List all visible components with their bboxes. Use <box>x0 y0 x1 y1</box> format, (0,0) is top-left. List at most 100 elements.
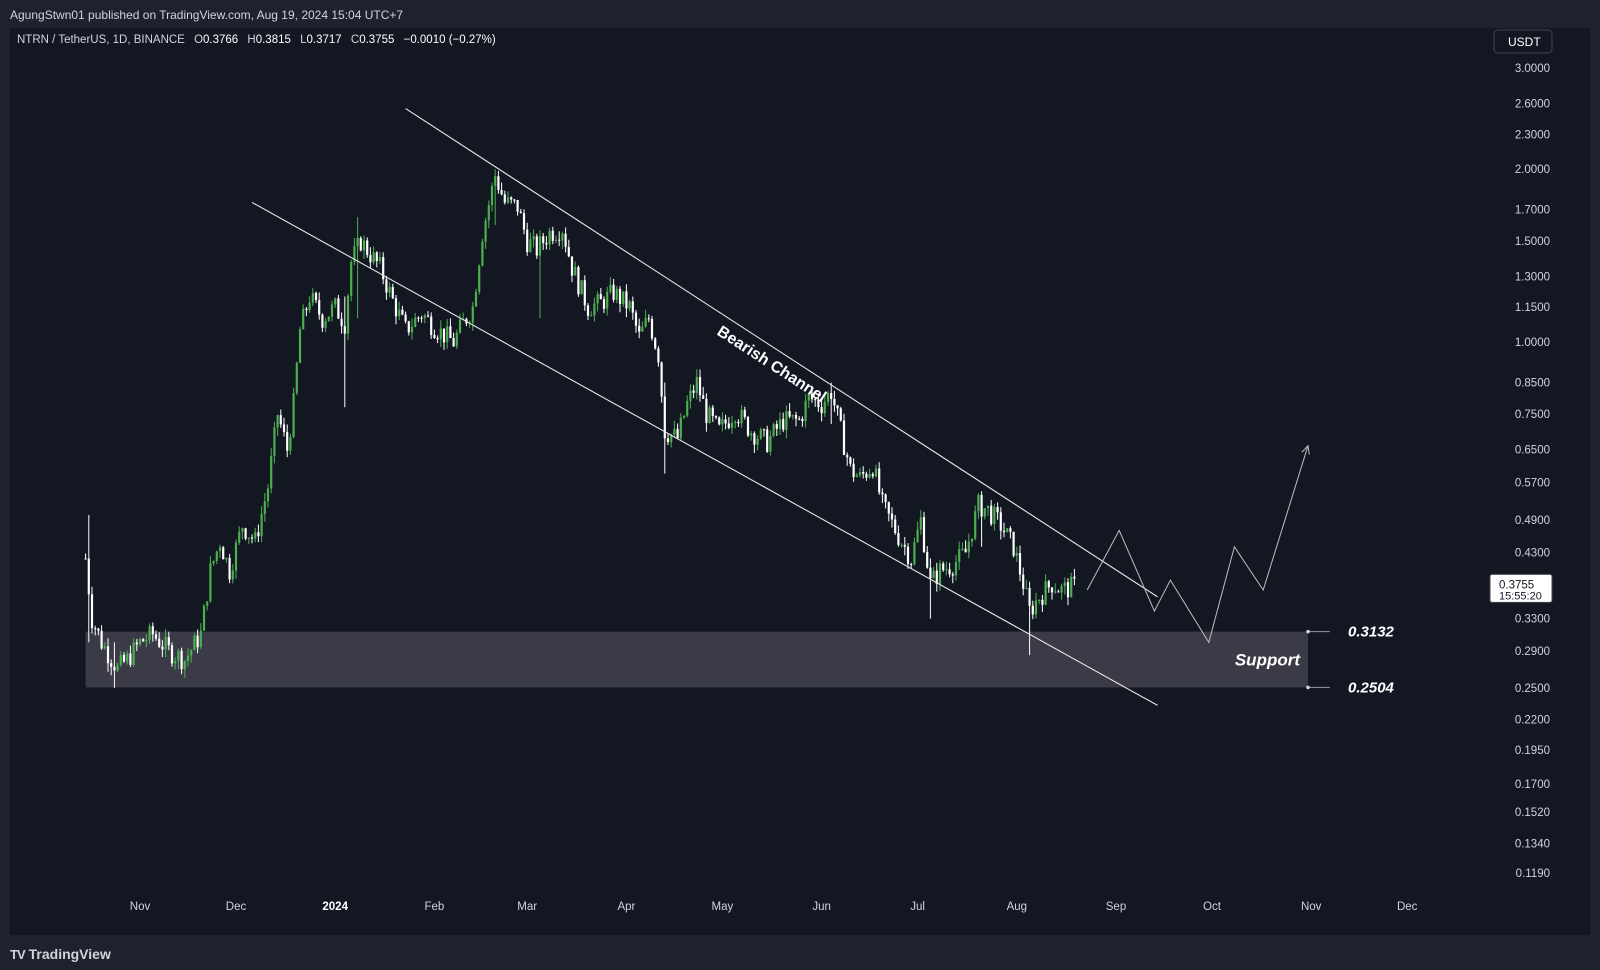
candle-body <box>711 407 714 417</box>
candle-body <box>497 176 500 191</box>
candle-body <box>1022 574 1025 589</box>
candle-body <box>436 338 439 340</box>
low-label: L <box>300 34 307 46</box>
candle-body <box>330 304 334 317</box>
candle-body <box>206 601 209 606</box>
candle-body <box>942 563 945 570</box>
candle-body <box>980 494 983 517</box>
candle-body <box>340 318 343 327</box>
x-tick-label: Jun <box>812 901 831 913</box>
candle-body <box>958 548 961 562</box>
candle-body <box>695 376 698 394</box>
candle-body <box>801 418 804 422</box>
candle-body <box>567 246 570 257</box>
candle-body <box>414 317 417 327</box>
candle-body <box>583 280 586 306</box>
currency-button[interactable]: USDT <box>1493 29 1553 54</box>
candle-body <box>183 660 186 670</box>
candle-body <box>746 416 750 436</box>
candle-body <box>794 414 798 419</box>
candle-body <box>782 418 785 430</box>
candle-body <box>593 303 596 316</box>
candle-body <box>446 326 449 343</box>
candle-body <box>154 634 158 639</box>
x-tick-label: Oct <box>1203 901 1222 913</box>
candle-body <box>254 532 257 539</box>
candle-body <box>673 428 676 435</box>
x-tick-label: May <box>712 901 734 913</box>
candle-body <box>388 286 391 293</box>
y-tick-label: 1.3000 <box>1515 272 1550 284</box>
candle-body <box>529 239 532 252</box>
support-low-label-dot <box>1306 685 1310 690</box>
candle-body <box>606 291 609 309</box>
candle-body <box>977 494 980 512</box>
candle-body <box>449 326 452 339</box>
candle-body <box>282 424 286 433</box>
candle-body <box>260 513 263 537</box>
y-tick-label: 0.2500 <box>1515 683 1550 695</box>
change-value: −0.0010 (−0.27%) <box>404 34 496 46</box>
candle-body <box>804 400 807 422</box>
candle-body <box>359 238 362 251</box>
candle-body <box>318 300 321 315</box>
support-zone-layer <box>85 631 1309 688</box>
x-tick-label: Dec <box>1397 901 1418 913</box>
candle-body <box>990 505 993 525</box>
tradingview-logo[interactable]: TV TradingView <box>10 946 111 962</box>
high-label: H <box>247 34 255 46</box>
candle-body <box>836 405 839 409</box>
candle-body <box>602 299 606 309</box>
candle-body <box>484 220 487 242</box>
last-price-countdown: 15:55:20 <box>1499 590 1542 602</box>
candle-body <box>458 319 462 333</box>
candle-body <box>506 197 510 203</box>
candle-body <box>433 334 436 339</box>
candle-body <box>833 399 836 406</box>
candle-body <box>631 301 634 313</box>
chart-panel[interactable]: NTRN / TetherUS, 1D, BINANCE O0.3766 H0.… <box>10 28 1590 935</box>
candle-body <box>574 267 577 276</box>
candle-body <box>919 517 922 530</box>
y-tick-label: 0.1700 <box>1515 779 1550 791</box>
candle-body <box>686 400 689 416</box>
candle-body <box>855 475 858 478</box>
candle-body <box>110 663 113 667</box>
y-tick-label: 2.3000 <box>1515 129 1550 141</box>
candle-body <box>1066 582 1070 598</box>
candle-body <box>218 547 222 552</box>
candle-body <box>522 213 526 230</box>
x-axis[interactable]: Nov Dec 2024 Feb Mar Apr May Jun Jul Aug Sep Oct Nov… <box>130 901 1418 913</box>
candle-body <box>142 638 145 642</box>
candle-body <box>1047 581 1050 588</box>
candle-body <box>212 560 215 564</box>
candle-body <box>286 432 289 451</box>
candle-body <box>890 513 894 520</box>
currency-label: USDT <box>1508 35 1541 49</box>
candle-body <box>932 570 935 579</box>
x-tick-label: Jul <box>910 901 925 913</box>
candle-body <box>353 246 356 262</box>
candle-body <box>337 298 340 319</box>
candle-body <box>369 255 372 263</box>
candle-body <box>401 309 404 315</box>
candle-body <box>199 630 202 648</box>
y-axis[interactable]: 3.0000 2.6000 2.3000 2.0000 1.7000 1.5000 1.30… <box>1489 63 1553 880</box>
candle-body <box>929 567 932 579</box>
candle-body <box>830 392 833 400</box>
y-tick-label: 0.2200 <box>1515 715 1550 727</box>
open-value: 0.3766 <box>203 34 238 46</box>
candle-body <box>753 433 756 445</box>
lower-channel-line <box>251 201 1158 706</box>
price-chart[interactable]: NTRN / TetherUS, 1D, BINANCE O0.3766 H0.… <box>10 28 1590 935</box>
candle-body <box>122 654 126 662</box>
candle-body <box>225 558 228 560</box>
y-tick-label: 0.1340 <box>1515 838 1550 850</box>
candle-body <box>954 561 958 576</box>
y-tick-label: 0.5700 <box>1515 477 1550 489</box>
candle-body <box>180 650 183 670</box>
candle-body <box>586 305 590 316</box>
candle-body <box>647 318 650 320</box>
candle-body <box>263 501 266 514</box>
candle-body <box>138 638 142 645</box>
